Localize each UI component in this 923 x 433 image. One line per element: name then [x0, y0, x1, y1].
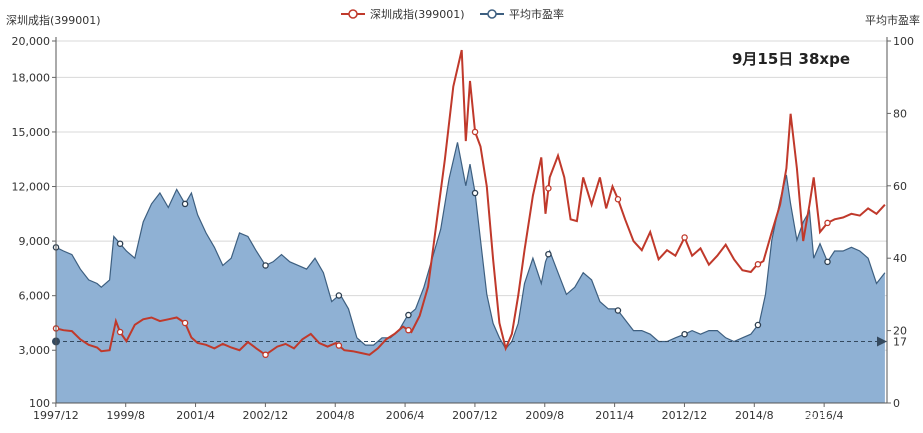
- index-marker-11: [824, 219, 831, 227]
- axes: [55, 37, 888, 404]
- left-tick-label-4: 12,000: [12, 181, 51, 194]
- left-y-ticks: 100 3,000 6,000 9,000 12,000 15,000 18,000 20,0…: [12, 35, 56, 410]
- index-line: [55, 49, 886, 357]
- pe-marker-5: [405, 311, 412, 319]
- x-ticks: 1997/12 1999/8 2001/4 2002/12 2004/8 2006/4 20…: [33, 403, 843, 422]
- index-marker-9: [681, 234, 688, 241]
- pe-marker-6: [471, 189, 479, 197]
- legend-index-marker: [348, 9, 358, 19]
- left-axis-title: 深圳成指(399001): [6, 13, 101, 27]
- index-marker-6: [471, 128, 479, 136]
- left-tick-label-7: 20,000: [12, 35, 51, 48]
- legend-index-label: 深圳成指(399001): [370, 7, 465, 21]
- reference-value-label: 17: [893, 335, 907, 348]
- pe-area-series: [55, 142, 886, 403]
- x-tick-label-8: 2011/4: [595, 409, 634, 422]
- reference-line: 17: [52, 335, 907, 348]
- index-marker-2: [181, 319, 189, 327]
- legend-item-pe[interactable]: 平均市盈率: [480, 7, 564, 21]
- pe-marker-4: [335, 292, 343, 299]
- pe-marker-8: [614, 307, 622, 314]
- series-markers: [52, 128, 831, 359]
- reference-arrow: [877, 336, 887, 347]
- left-tick-label-0: 100: [29, 397, 50, 410]
- index-marker-10: [754, 261, 762, 268]
- left-tick-label-3: 9,000: [19, 235, 51, 248]
- left-tick-label-1: 3,000: [19, 344, 51, 357]
- left-tick-label-6: 18,000: [12, 71, 51, 84]
- pe-marker-3: [262, 262, 269, 269]
- x-tick-label-11: 2016/4: [805, 409, 844, 422]
- right-tick-label-1: 20: [893, 325, 907, 338]
- right-tick-label-3: 60: [893, 180, 907, 193]
- x-tick-label-9: 2012/12: [662, 409, 708, 422]
- pe-marker-7: [545, 250, 552, 258]
- x-tick-label-3: 2002/12: [243, 409, 289, 422]
- legend-pe-marker: [487, 9, 497, 19]
- index-marker-4: [335, 342, 343, 349]
- pe-marker-10: [754, 321, 762, 329]
- pe-marker-9: [681, 330, 688, 338]
- legend-item-index[interactable]: 深圳成指(399001): [341, 7, 465, 21]
- x-tick-label-0: 1997/12: [33, 409, 79, 422]
- right-tick-label-5: 100: [893, 35, 914, 48]
- index-marker-8: [614, 196, 622, 203]
- pe-area-fill: [56, 142, 885, 403]
- x-tick-label-10: 2014/8: [735, 409, 774, 422]
- x-tick-label-6: 2007/12: [452, 409, 498, 422]
- legend-pe-label: 平均市盈率: [509, 7, 564, 21]
- index-marker-5: [405, 326, 412, 334]
- right-tick-label-2: 40: [893, 252, 907, 265]
- pe-marker-2: [181, 200, 189, 208]
- index-line-series: [55, 49, 886, 357]
- x-tick-label-1: 1999/8: [106, 409, 145, 422]
- index-marker-1: [116, 328, 124, 336]
- right-y-ticks: 0 20 40 60 80 100: [887, 35, 914, 410]
- right-tick-label-4: 80: [893, 107, 907, 120]
- index-marker-7: [545, 185, 552, 192]
- right-tick-label-0: 0: [893, 397, 900, 410]
- pe-marker-11: [824, 258, 831, 266]
- x-tick-label-4: 2004/8: [316, 409, 355, 422]
- x-tick-label-5: 2006/4: [386, 409, 425, 422]
- legend[interactable]: 深圳成指(399001) 平均市盈率: [341, 7, 564, 21]
- left-tick-label-2: 6,000: [19, 290, 51, 303]
- x-tick-label-2: 2001/4: [176, 409, 215, 422]
- right-axis-title: 平均市盈率: [865, 13, 920, 27]
- x-tick-label-7: 2009/8: [525, 409, 564, 422]
- index-marker-3: [262, 351, 269, 359]
- annotation: 9月15日 38xpe: [732, 50, 850, 68]
- pe-marker-1: [116, 240, 124, 247]
- left-tick-label-5: 15,000: [12, 126, 51, 139]
- watermark: 头条号 / 股市操盘手: [790, 411, 907, 427]
